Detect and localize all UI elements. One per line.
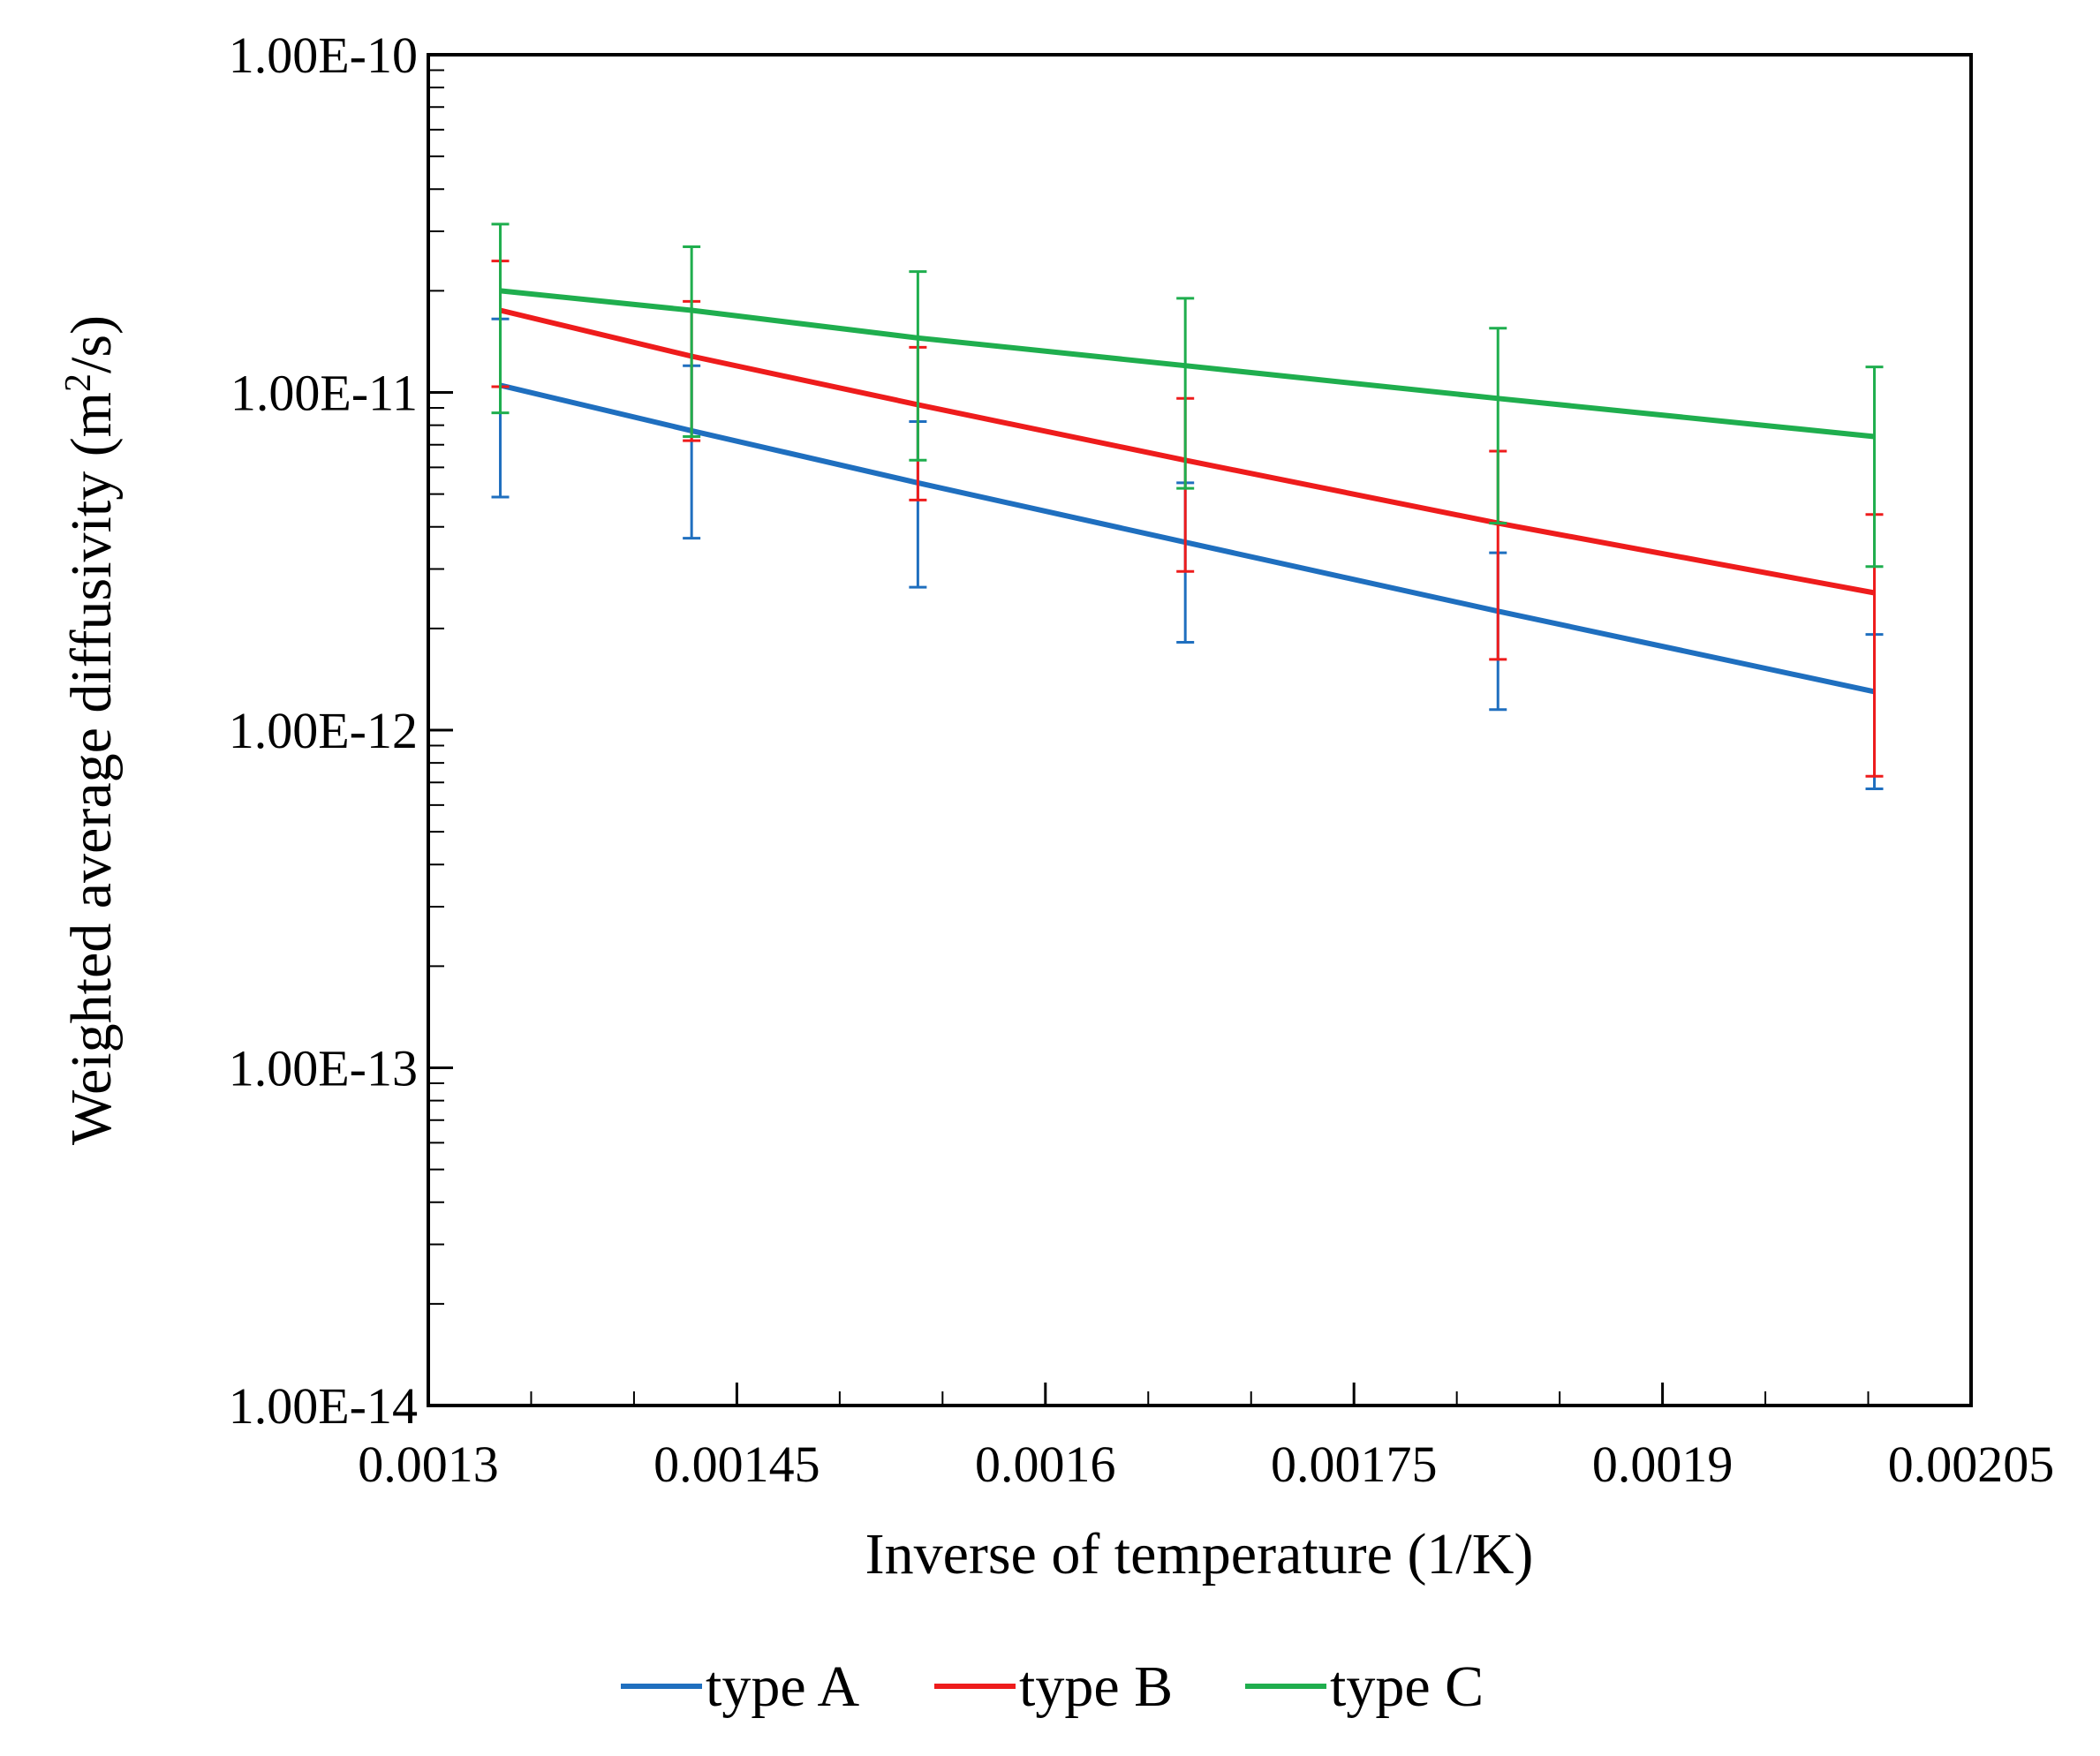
legend-label: type A [706,1654,859,1719]
x-axis-title: Inverse of temperature (1/K) [865,1522,1534,1586]
y-tick-label: 1.00E-14 [229,1377,418,1435]
y-tick-label: 1.00E-13 [229,1040,418,1097]
y-tick-label: 1.00E-10 [229,26,418,84]
legend-label: type B [1019,1654,1173,1719]
x-tick-label: 0.00145 [653,1436,820,1493]
legend-label: type C [1330,1654,1484,1719]
y-axis-title-superscript: 2 [58,373,99,392]
x-tick-label: 0.0019 [1592,1436,1734,1493]
x-tick-label: 0.0013 [358,1436,499,1493]
y-tick-label: 1.00E-11 [230,365,418,422]
x-tick-label: 0.00175 [1271,1436,1438,1493]
series-layer [491,222,1884,791]
y-axis-title-unit-end: /s) [59,315,124,373]
legend: type A type B type C [621,1654,1484,1719]
y-tick-label: 1.00E-12 [229,702,418,759]
y-axis-title: Weighted average diffusivity (m2/s) [58,315,124,1145]
series-type-c [491,222,1884,569]
minor-ticks [428,69,1870,1406]
x-tick-label: 0.0016 [975,1436,1116,1493]
y-tick-labels: 1.00E-14 1.00E-13 1.00E-12 1.00E-11 1.00E-10 [229,26,418,1435]
legend-item: type C [1245,1654,1484,1719]
series-line [499,307,1876,596]
y-axis-title-main: Weighted average diffusivity (m [59,392,124,1145]
x-tick-labels: 0.0013 0.00145 0.0016 0.00175 0.0019 0.00205 [358,1436,2054,1493]
series-line [500,288,1875,440]
legend-item: type B [934,1654,1173,1719]
series-line [499,382,1876,695]
plot-area-frame [427,53,1973,1407]
legend-item: type A [621,1654,859,1719]
x-tick-label: 0.00205 [1888,1436,2055,1493]
